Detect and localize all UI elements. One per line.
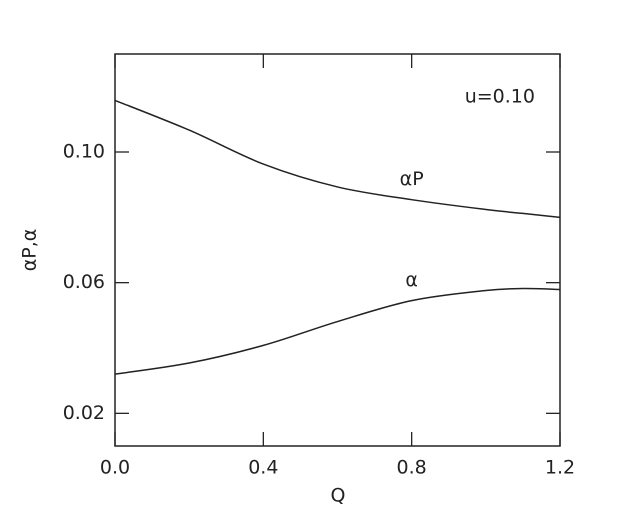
series-label: α xyxy=(405,269,418,291)
annotation: u=0.10 xyxy=(465,86,535,108)
y-tick-label: 0.06 xyxy=(63,271,105,293)
y-tick-label: 0.10 xyxy=(63,141,105,163)
plot-frame xyxy=(114,53,561,447)
x-tick-label: 0.0 xyxy=(100,457,130,479)
y-axis-label: αP,α xyxy=(19,229,41,272)
x-tick-label: 0.4 xyxy=(248,457,278,479)
series-line xyxy=(114,287,561,375)
x-tick-label: 1.2 xyxy=(545,457,575,479)
series-label: αP xyxy=(400,168,424,190)
x-axis-label: Q xyxy=(331,485,346,507)
series-line xyxy=(114,99,561,219)
x-tick-label: 0.8 xyxy=(397,457,427,479)
y-tick-label: 0.02 xyxy=(63,402,105,424)
